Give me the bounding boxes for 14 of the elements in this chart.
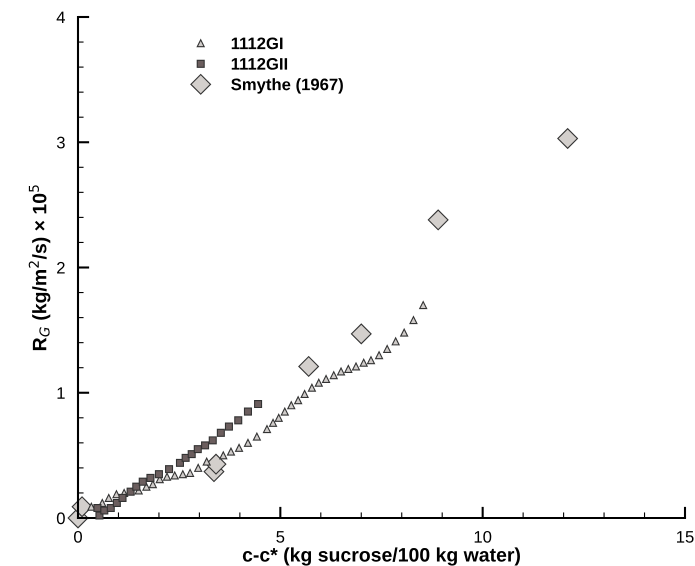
y-axis-title: R$_{G}$ (kg/m$^{2}$/s) × 10$^{5}$ <box>28 185 50 350</box>
y-tick-label: 3 <box>56 136 65 148</box>
y-tick-label: 1 <box>58 387 65 399</box>
x-tick-label: 15 <box>677 531 694 543</box>
x-tick-label: 0 <box>74 530 82 543</box>
y-tick-label: 0 <box>56 512 65 524</box>
legend-label: Smythe (1967) <box>231 78 343 94</box>
y-tick-label: 2 <box>57 262 65 274</box>
x-tick-label: 5 <box>276 531 284 543</box>
legend-label: 1112GI <box>232 37 282 50</box>
x-tick-label: 10 <box>474 530 492 543</box>
x-axis-title: c-c* (kg sucrose/100 kg water) <box>242 547 520 566</box>
legend-label: 1112GII <box>232 58 288 70</box>
y-tick-label: 4 <box>56 12 66 24</box>
